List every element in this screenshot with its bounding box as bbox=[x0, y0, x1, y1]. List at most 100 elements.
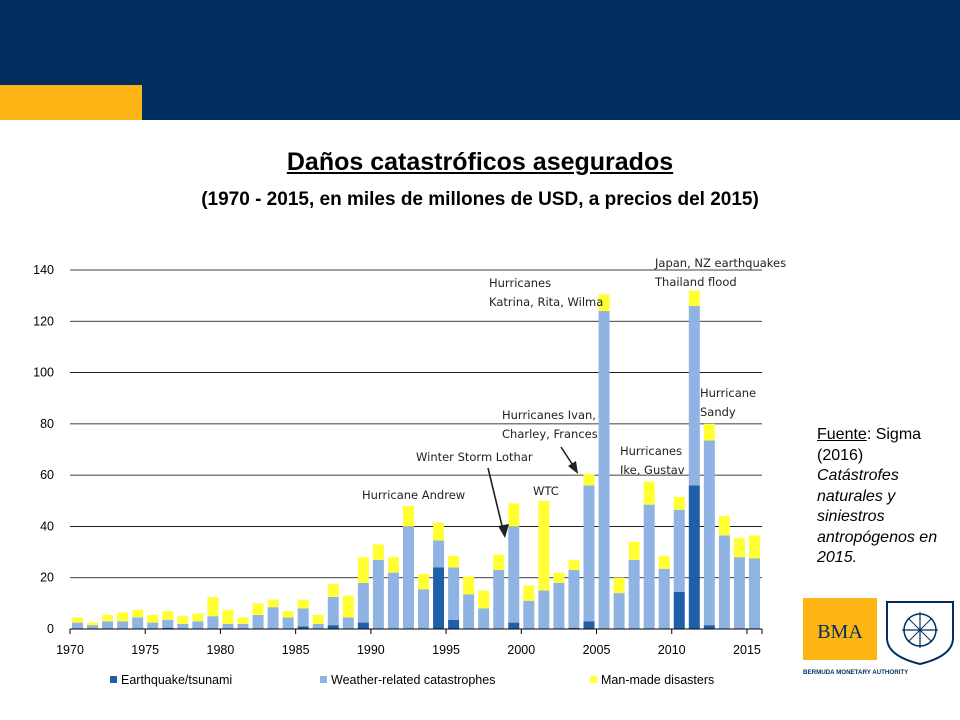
bar-segment bbox=[658, 568, 670, 629]
y-tick-label: 120 bbox=[33, 314, 54, 328]
bar-segment bbox=[402, 526, 414, 629]
bar-segment bbox=[418, 589, 430, 629]
bar-segment bbox=[372, 559, 384, 629]
x-tick-label: 1995 bbox=[432, 643, 460, 657]
annotation-label: WTC bbox=[533, 484, 559, 498]
bar-segment bbox=[87, 622, 99, 626]
logo-caption: BERMUDA MONETARY AUTHORITY bbox=[803, 669, 909, 676]
x-tick-label: 2000 bbox=[507, 643, 535, 657]
bar-segment bbox=[493, 554, 505, 571]
x-tick-label: 2005 bbox=[583, 643, 611, 657]
y-tick-label: 20 bbox=[40, 571, 54, 585]
axes: 0 20 40 60 80 100 120 140 1970 1975 1980 1985 1990 19… bbox=[33, 263, 763, 657]
bar-segment bbox=[628, 559, 640, 629]
bar-segment bbox=[192, 613, 204, 622]
bar-segment bbox=[478, 608, 490, 629]
bar-segment bbox=[478, 590, 490, 609]
bar-segment bbox=[703, 625, 715, 629]
annotation-label: Hurricane Andrew bbox=[362, 488, 465, 502]
bar-segment bbox=[688, 290, 700, 306]
bar-segment bbox=[87, 625, 99, 629]
x-tick-label: 1975 bbox=[131, 643, 159, 657]
bar-segment bbox=[372, 544, 384, 560]
x-tick-label: 1990 bbox=[357, 643, 385, 657]
bar-segment bbox=[568, 627, 580, 629]
bar-segment bbox=[553, 582, 565, 629]
bar-segment bbox=[72, 617, 84, 623]
bar-segment bbox=[297, 626, 309, 629]
legend-label: Weather-related catastrophes bbox=[331, 673, 495, 687]
bar-segment bbox=[177, 616, 189, 624]
bar-segment bbox=[673, 591, 685, 629]
bar-segment bbox=[327, 584, 339, 597]
x-tick-label: 1970 bbox=[56, 643, 84, 657]
bar-segment bbox=[613, 577, 625, 594]
x-tick-label: 2010 bbox=[658, 643, 686, 657]
annotation-label: Thailand flood bbox=[654, 275, 737, 289]
bar-segment bbox=[342, 595, 354, 618]
bar-segment bbox=[72, 622, 84, 629]
annotation-arrowhead bbox=[568, 461, 578, 474]
compass-shield-icon bbox=[886, 601, 954, 666]
bar-segment bbox=[267, 599, 279, 608]
bar-segment bbox=[282, 617, 294, 629]
bar-segment bbox=[673, 496, 685, 510]
annotation-label: Sandy bbox=[700, 405, 736, 419]
bar-segment bbox=[733, 557, 745, 629]
bar-segment bbox=[433, 540, 445, 568]
source-note: Fuente: Sigma (2016) Catástrofes natural… bbox=[817, 425, 957, 569]
bar-segment bbox=[583, 621, 595, 629]
bar-segment bbox=[282, 611, 294, 618]
gridlines bbox=[70, 269, 762, 579]
bar-segment bbox=[237, 623, 249, 629]
bar-segment bbox=[658, 555, 670, 569]
bar-segment bbox=[688, 485, 700, 629]
bar-segment bbox=[327, 596, 339, 626]
source-label: Fuente bbox=[817, 426, 867, 443]
annotation-label: Japan, NZ earthquakes bbox=[654, 256, 786, 270]
bar-segment bbox=[688, 305, 700, 486]
bar-segment bbox=[538, 500, 550, 591]
bar-segment bbox=[312, 614, 324, 624]
legend-swatch bbox=[110, 676, 117, 683]
bar-segment bbox=[117, 621, 129, 629]
x-tick-label: 1985 bbox=[282, 643, 310, 657]
chart-title: Daños catastróficos asegurados bbox=[286, 148, 674, 176]
bar-segment bbox=[192, 621, 204, 629]
bar-segment bbox=[297, 608, 309, 627]
bar-segment bbox=[583, 485, 595, 622]
bar-segment bbox=[267, 607, 279, 629]
legend-swatch bbox=[590, 676, 597, 683]
y-tick-label: 80 bbox=[40, 417, 54, 431]
x-tick-label: 2015 bbox=[733, 643, 761, 657]
bar-segment bbox=[207, 616, 219, 629]
bar-segment bbox=[673, 509, 685, 592]
annotation-label: Ike, Gustav bbox=[620, 463, 685, 477]
bar-segment bbox=[733, 537, 745, 558]
logo-text: BMA bbox=[817, 621, 863, 643]
annotation-label: Hurricanes Ivan, bbox=[502, 408, 596, 422]
bar-segment bbox=[342, 617, 354, 629]
bar-segment bbox=[613, 593, 625, 629]
bar-segment bbox=[102, 614, 114, 622]
bar-segment bbox=[748, 535, 760, 559]
bar-segment bbox=[357, 582, 369, 623]
bar-segment bbox=[553, 572, 565, 583]
bar-segment bbox=[448, 620, 460, 629]
bar-segment bbox=[493, 570, 505, 629]
header-band bbox=[0, 0, 960, 120]
bar-segment bbox=[523, 585, 535, 601]
y-tick-label: 0 bbox=[47, 622, 54, 636]
bar-segment bbox=[102, 621, 114, 629]
bar-segment bbox=[718, 535, 730, 629]
annotations: Hurricane Andrew Winter Storm Lothar WTC Hu… bbox=[362, 256, 786, 538]
bar-segment bbox=[237, 617, 249, 624]
bar-segment bbox=[568, 559, 580, 571]
bar-segment bbox=[402, 505, 414, 527]
bar-segment bbox=[132, 617, 144, 629]
logo-gold-square bbox=[803, 598, 877, 660]
legend-swatch bbox=[320, 676, 327, 683]
bar-segment bbox=[508, 622, 520, 629]
bar-segment bbox=[598, 294, 610, 312]
bar-segment bbox=[162, 611, 174, 621]
